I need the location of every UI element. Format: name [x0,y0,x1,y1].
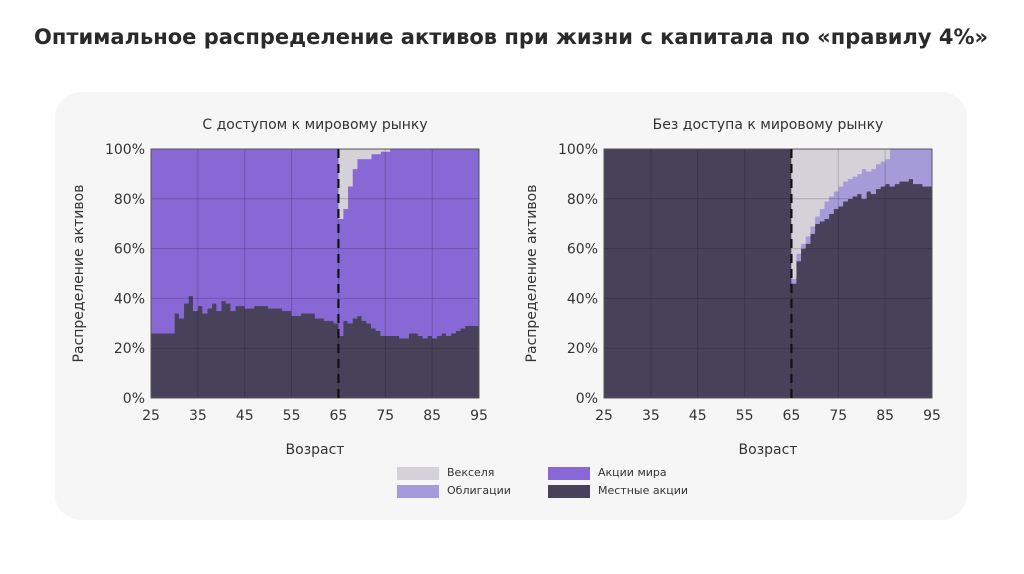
x-tick-label: 85 [423,408,441,424]
x-tick-label: 45 [689,408,707,424]
x-tick-label: 55 [283,408,301,424]
legend-label-world-stocks: Акции мира [598,466,667,479]
legend-swatch-local-stocks [548,485,590,498]
x-tick-label: 95 [470,408,488,424]
y-tick-label: 20% [114,341,145,357]
chart-title: Без доступа к мировому рынку [653,117,884,133]
y-tick-label: 40% [114,291,145,307]
y-axis-label: Распределение активов [524,185,540,363]
x-tick-label: 95 [923,408,941,424]
chart-title: С доступом к мировому рынку [202,117,427,133]
x-tick-label: 75 [376,408,394,424]
x-tick-label: 85 [876,408,894,424]
legend-swatch-bonds [397,485,439,498]
y-tick-label: 100% [105,142,145,158]
y-tick-label: 80% [114,192,145,208]
y-axis-label: Распределение активов [71,185,87,363]
x-tick-label: 65 [783,408,801,424]
x-tick-label: 25 [595,408,613,424]
x-tick-label: 25 [142,408,160,424]
legend-label-bonds: Облигации [447,484,511,497]
legend-swatch-bills [397,467,439,480]
y-tick-label: 40% [567,291,598,307]
y-tick-label: 80% [567,192,598,208]
legend-label-local-stocks: Местные акции [598,484,689,497]
x-tick-label: 35 [189,408,207,424]
x-tick-label: 65 [330,408,348,424]
y-tick-label: 20% [567,341,598,357]
y-tick-label: 60% [567,242,598,258]
y-tick-label: 0% [576,391,598,407]
legend-swatch-world-stocks [548,467,590,480]
chart-1: 25 35 45 55 65 75 85 95 0% 20% 40% 60% 80% 100% С дост… [71,117,488,458]
x-axis-label: Возраст [286,442,345,458]
x-tick-label: 35 [642,408,660,424]
plot-frame [603,148,933,399]
page-title: Оптимальное распределение активов при жи… [34,25,989,49]
y-tick-label: 0% [123,391,145,407]
x-tick-label: 45 [236,408,254,424]
x-tick-label: 55 [736,408,754,424]
x-axis-label: Возраст [739,442,798,458]
y-tick-label: 100% [558,142,598,158]
legend-label-bills: Векселя [447,466,495,479]
y-tick-label: 60% [114,242,145,258]
plot-frame [150,148,480,399]
chart-2: 25 35 45 55 65 75 85 95 0% 20% 40% 60% 80% 100% Без до… [524,117,941,458]
x-tick-label: 75 [829,408,847,424]
